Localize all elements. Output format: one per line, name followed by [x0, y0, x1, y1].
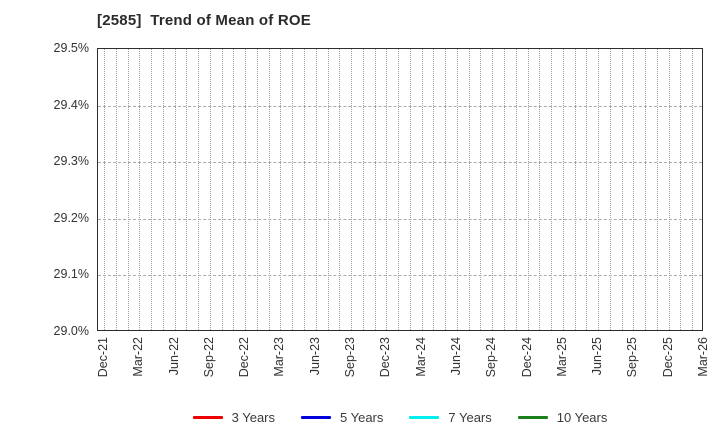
x-tick-label: Jun-25 [590, 337, 605, 376]
horizontal-gridline [98, 162, 702, 164]
x-tick-label: Dec-24 [519, 337, 534, 378]
y-tick-label: 29.2% [53, 210, 89, 225]
vertical-gridline [127, 49, 129, 330]
vertical-gridline [468, 49, 470, 330]
legend-label: 10 Years [556, 409, 608, 425]
legend-label: 7 Years [448, 409, 492, 425]
vertical-gridline [233, 49, 235, 330]
vertical-gridline [386, 49, 388, 330]
legend-item: 10 Years [517, 409, 608, 425]
vertical-gridline [351, 49, 353, 330]
vertical-gridline [162, 49, 164, 330]
vertical-gridline [374, 49, 376, 330]
vertical-gridline [551, 49, 553, 330]
legend-item: 7 Years [409, 409, 492, 425]
x-tick-label: Sep-24 [484, 337, 499, 378]
vertical-gridline [668, 49, 670, 330]
legend-line-swatch [517, 415, 548, 419]
x-tick-label: Mar-22 [131, 337, 146, 377]
y-tick-label: 29.5% [53, 41, 89, 55]
legend-label: 5 Years [340, 409, 384, 425]
vertical-gridline [562, 49, 564, 330]
x-tick-label: Mar-24 [413, 337, 428, 377]
x-tick-label: Jun-22 [166, 337, 181, 376]
x-tick-label: Sep-23 [343, 337, 358, 378]
x-tick-label: Mar-25 [554, 337, 569, 377]
vertical-gridline [656, 49, 658, 330]
vertical-gridline [104, 49, 105, 330]
vertical-gridline [139, 49, 141, 330]
vertical-gridline [304, 49, 305, 330]
x-tick-label: Mar-26 [696, 337, 710, 377]
x-tick-label: Dec-22 [237, 337, 252, 378]
vertical-gridline [445, 49, 447, 330]
chart-title: [2585] Trend of Mean of ROE [97, 12, 311, 29]
vertical-gridline [633, 49, 635, 330]
vertical-gridline [515, 49, 517, 330]
vertical-gridline [409, 49, 411, 330]
vertical-gridline [539, 49, 541, 330]
legend-item: 3 Years [192, 409, 275, 425]
y-tick-label: 29.4% [53, 97, 89, 112]
vertical-gridline [574, 49, 576, 330]
vertical-gridline [209, 49, 211, 330]
vertical-gridline [280, 49, 282, 330]
vertical-gridline [692, 49, 694, 330]
vertical-gridline [680, 49, 682, 330]
x-tick-label: Dec-23 [378, 337, 393, 378]
y-tick-label: 29.3% [53, 154, 89, 169]
vertical-gridline [480, 49, 482, 330]
y-tick-label: 29.1% [53, 267, 89, 282]
horizontal-gridline [98, 105, 702, 107]
x-tick-label: Jun-24 [448, 337, 463, 376]
vertical-gridline [492, 49, 494, 330]
vertical-gridline [456, 49, 458, 330]
vertical-gridline [268, 49, 270, 330]
legend: 3 Years 5 Years 7 Years 10 Years [97, 405, 703, 429]
vertical-gridline [362, 49, 364, 330]
horizontal-gridline [98, 275, 702, 277]
x-tick-label: Dec-21 [96, 337, 110, 378]
vertical-gridline [527, 49, 529, 330]
vertical-gridline [115, 49, 117, 330]
horizontal-gridline [98, 218, 702, 220]
vertical-gridline [433, 49, 435, 330]
x-tick-label: Sep-25 [625, 337, 640, 378]
vertical-gridline [339, 49, 341, 330]
vertical-gridline [151, 49, 153, 330]
vertical-gridline [221, 49, 223, 330]
vertical-gridline [292, 49, 294, 330]
vertical-gridline [315, 49, 317, 330]
vertical-gridline [421, 49, 423, 330]
vertical-gridline [645, 49, 647, 330]
y-tick-label: 29.0% [53, 324, 89, 338]
x-tick-label: Dec-25 [660, 337, 675, 378]
legend-label: 3 Years [231, 409, 275, 425]
legend-line-swatch [409, 415, 440, 419]
vertical-gridline [327, 49, 329, 330]
legend-item: 5 Years [301, 410, 383, 425]
vertical-gridline [398, 49, 400, 330]
vertical-gridline [609, 49, 611, 330]
vertical-gridline [174, 49, 176, 330]
vertical-gridline [504, 49, 505, 330]
vertical-gridline [586, 49, 588, 330]
vertical-gridline [186, 49, 188, 330]
vertical-gridline [598, 49, 600, 330]
vertical-gridline [245, 49, 247, 330]
plot-area [97, 48, 703, 331]
legend-line-swatch [192, 415, 223, 419]
vertical-gridline [621, 49, 623, 330]
x-tick-label: Mar-23 [272, 337, 287, 377]
vertical-gridline [198, 49, 200, 330]
vertical-gridline [256, 49, 258, 330]
legend-line-swatch [301, 415, 331, 419]
x-tick-label: Jun-23 [307, 337, 322, 376]
x-tick-label: Sep-22 [201, 337, 216, 378]
